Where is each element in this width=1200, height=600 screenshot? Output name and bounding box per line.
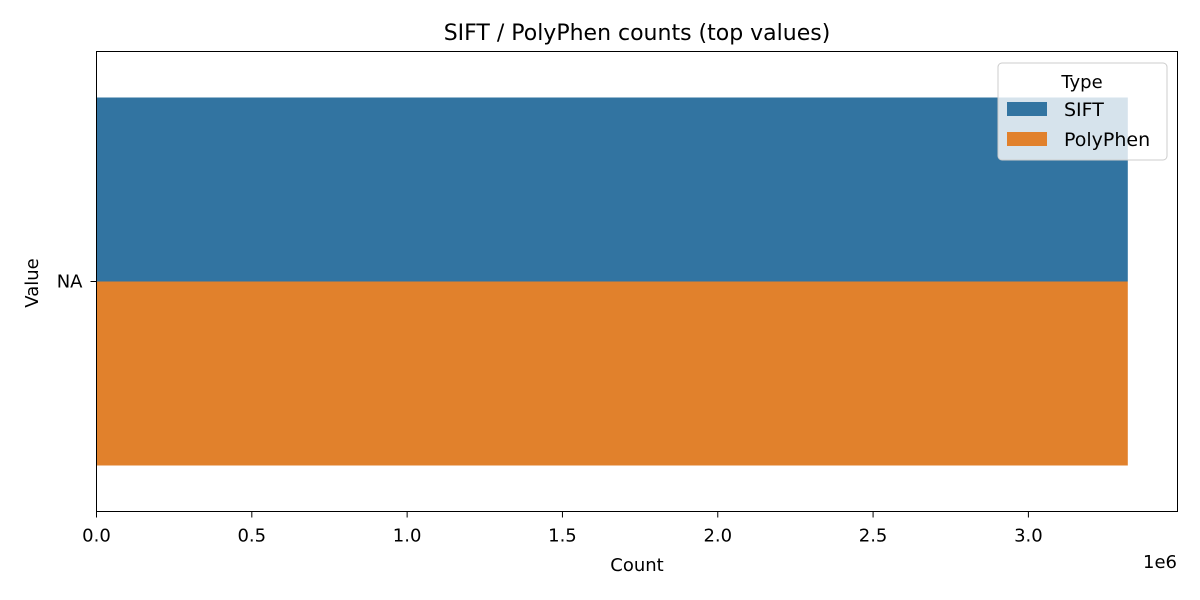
x-axis-label: Count [610, 555, 663, 576]
legend-label-polyphen: PolyPhen [1064, 129, 1150, 151]
y-axis-ticks: NA [57, 272, 97, 293]
x-tick-label: 2.0 [703, 526, 732, 547]
y-axis-label: Value [22, 258, 43, 307]
legend-title: Type [1060, 72, 1102, 93]
bar-polyphen-na [96, 281, 1128, 466]
x-axis-scale-label: 1e6 [1143, 552, 1177, 573]
legend: Type SIFT PolyPhen [997, 62, 1168, 161]
x-tick-label: 0.0 [82, 526, 111, 547]
chart-title: SIFT / PolyPhen counts (top values) [444, 21, 831, 46]
x-tick-label: 2.5 [859, 526, 888, 547]
x-tick-label: 3.0 [1014, 526, 1043, 547]
bars-group [96, 97, 1128, 466]
x-axis-ticks: 0.0 0.5 1.0 1.5 2.0 2.5 3.0 [82, 511, 1043, 547]
x-tick-label: 0.5 [237, 526, 266, 547]
legend-swatch-polyphen [1007, 132, 1047, 146]
y-tick-label: NA [57, 272, 83, 293]
bar-sift-na [96, 97, 1128, 282]
legend-swatch-sift [1007, 102, 1047, 116]
x-tick-label: 1.0 [393, 526, 422, 547]
x-tick-label: 1.5 [548, 526, 577, 547]
legend-label-sift: SIFT [1064, 99, 1104, 121]
